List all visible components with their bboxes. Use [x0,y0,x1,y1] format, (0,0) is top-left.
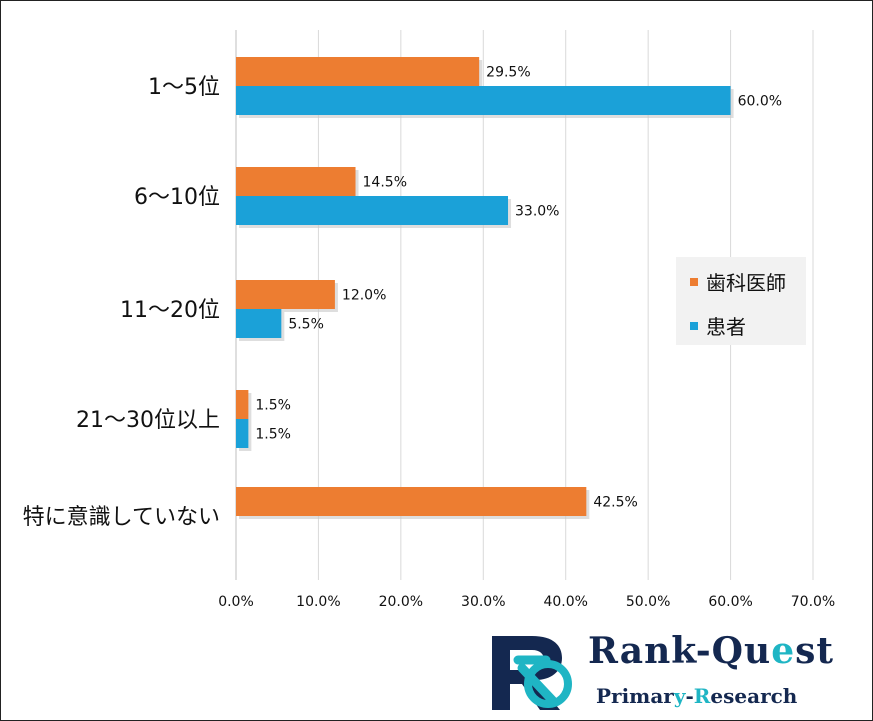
data-label-1-1: 33.0% [515,204,559,220]
data-label-1-2: 5.5% [288,317,324,333]
logo-sub-accent-r: R [693,684,711,708]
legend: 歯科医師 患者 [676,257,806,345]
x-tick-label-7: 70.0% [791,594,835,610]
bar-dentist-1 [236,167,356,196]
legend-label-dentist: 歯科医師 [706,271,786,295]
legend-swatch-patient [690,321,698,330]
data-label-0-3: 1.5% [255,398,291,414]
x-tick-label-3: 30.0% [461,594,505,610]
bar-patient-0 [236,86,731,115]
bar-patient-1 [236,196,509,225]
legend-swatch-dentist [690,277,698,286]
bar-dentist-4 [236,487,587,516]
logo-subtitle: Primary-Research [596,684,797,708]
logo-mark-icon [492,636,572,710]
data-label-1-0: 60.0% [738,94,782,110]
data-label-0-2: 12.0% [342,288,386,304]
legend-item-dentist: 歯科医師 [690,267,786,296]
logo-title-end: st [795,630,835,672]
category-label-2: 11～20位 [120,298,220,323]
bar-patient-3 [236,419,249,448]
x-tick-label-0: 0.0% [218,594,254,610]
x-tick-label-2: 20.0% [379,594,423,610]
data-label-1-3: 1.5% [255,427,291,443]
x-tick-label-4: 40.0% [543,594,587,610]
legend-item-patient: 患者 [690,311,746,340]
data-label-0-0: 29.5% [486,65,530,81]
logo-sub-accent-y: y [673,684,686,708]
logo-sub-end: esearch [710,684,798,708]
bar-patient-2 [236,309,282,338]
logo-title: Rank-Quest [588,630,834,672]
logo-title-accent: e [771,630,796,672]
bar-dentist-3 [236,390,249,419]
category-label-4: 特に意識していない [23,505,220,530]
category-label-0: 1～5位 [148,75,220,100]
x-tick-label-5: 50.0% [626,594,670,610]
data-label-0-4: 42.5% [593,495,637,511]
category-label-3: 21～30位以上 [76,408,220,433]
bar-dentist-2 [236,280,335,309]
bar-dentist-0 [236,57,480,86]
data-label-0-1: 14.5% [363,175,407,191]
logo-sub-hyphen: - [685,684,694,708]
x-tick-label-6: 60.0% [708,594,752,610]
logo-sub-main: Primar [596,684,674,708]
x-tick-label-1: 10.0% [296,594,340,610]
legend-label-patient: 患者 [706,315,746,339]
logo-title-main: Rank-Qu [588,630,772,672]
rank-quest-logo: Rank-Quest Primary-Research [488,630,848,716]
category-label-1: 6～10位 [134,185,220,210]
